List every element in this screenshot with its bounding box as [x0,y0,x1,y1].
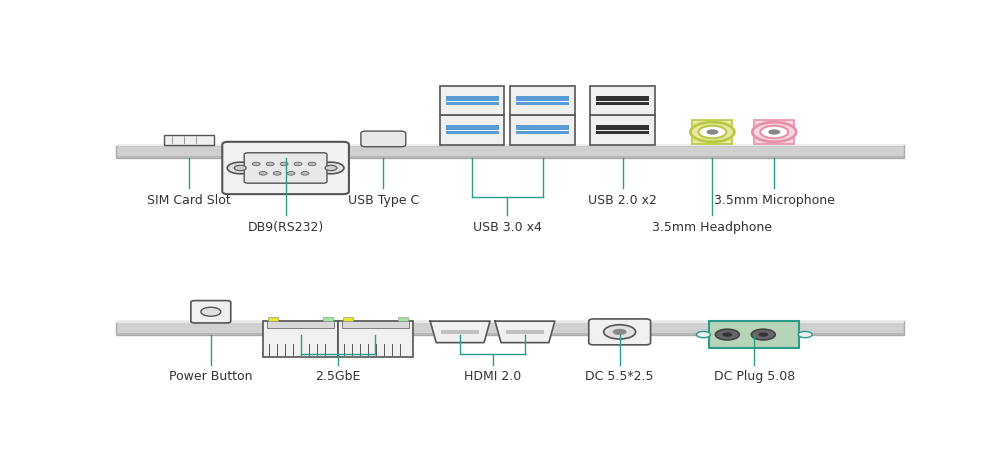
Text: SIM Card Slot: SIM Card Slot [147,194,231,207]
Bar [398,317,408,321]
Circle shape [252,162,260,166]
Circle shape [706,129,718,135]
Circle shape [760,126,788,138]
Circle shape [604,325,636,339]
Text: 2.5GbE: 2.5GbE [315,370,361,383]
Circle shape [768,129,780,135]
Bar [116,144,904,158]
Bar [510,116,575,144]
Text: 3.5mm Headphone: 3.5mm Headphone [652,220,772,234]
Circle shape [722,333,732,337]
Bar [692,120,732,144]
Text: HDMI 2.0: HDMI 2.0 [464,370,521,383]
Circle shape [318,162,344,174]
Bar [446,96,499,105]
Circle shape [698,126,726,138]
Text: DC 5.5*2.5: DC 5.5*2.5 [585,370,654,383]
FancyBboxPatch shape [222,142,349,194]
Circle shape [259,171,267,175]
Bar [590,116,655,144]
Bar [116,144,904,146]
Bar [510,86,575,116]
Text: DB9(RS232): DB9(RS232) [247,220,324,234]
Circle shape [798,332,812,338]
Bar [596,126,649,135]
Circle shape [752,122,796,142]
Bar [164,135,214,144]
FancyBboxPatch shape [589,319,651,345]
Bar [709,321,799,348]
Bar [116,156,904,158]
Bar [342,321,409,328]
Circle shape [273,171,281,175]
Bar [116,333,904,334]
Bar [116,321,904,323]
Text: DC Plug 5.08: DC Plug 5.08 [714,370,795,383]
Circle shape [751,329,775,340]
Circle shape [287,171,295,175]
Polygon shape [430,321,490,342]
Circle shape [234,165,246,171]
Bar [516,96,569,105]
FancyBboxPatch shape [191,301,231,323]
Circle shape [301,171,309,175]
Circle shape [758,333,768,337]
FancyBboxPatch shape [244,153,327,183]
Circle shape [696,332,710,338]
Bar [506,329,544,333]
Bar [754,120,794,144]
Bar [343,317,353,321]
Circle shape [201,307,221,316]
Bar [267,321,334,328]
Circle shape [690,122,734,142]
Text: USB 2.0 x2: USB 2.0 x2 [588,194,657,207]
Bar [268,317,278,321]
Bar [440,116,504,144]
Circle shape [294,162,302,166]
Text: USB Type C: USB Type C [348,194,419,207]
Bar [338,321,413,357]
Circle shape [280,162,288,166]
Circle shape [227,162,253,174]
Bar [516,126,569,135]
Bar [323,317,333,321]
Text: Power Button: Power Button [169,370,253,383]
Circle shape [613,329,627,335]
Circle shape [308,162,316,166]
Circle shape [266,162,274,166]
FancyBboxPatch shape [361,131,406,147]
Polygon shape [495,321,555,342]
Bar [263,321,338,357]
Bar [590,86,655,116]
Bar [440,86,504,116]
Bar [116,321,904,334]
Circle shape [715,329,739,340]
Bar [596,96,649,105]
Bar [446,126,499,135]
Circle shape [325,165,337,171]
Text: 3.5mm Microphone: 3.5mm Microphone [714,194,835,207]
Text: USB 3.0 x4: USB 3.0 x4 [473,220,542,234]
Bar [441,329,479,333]
